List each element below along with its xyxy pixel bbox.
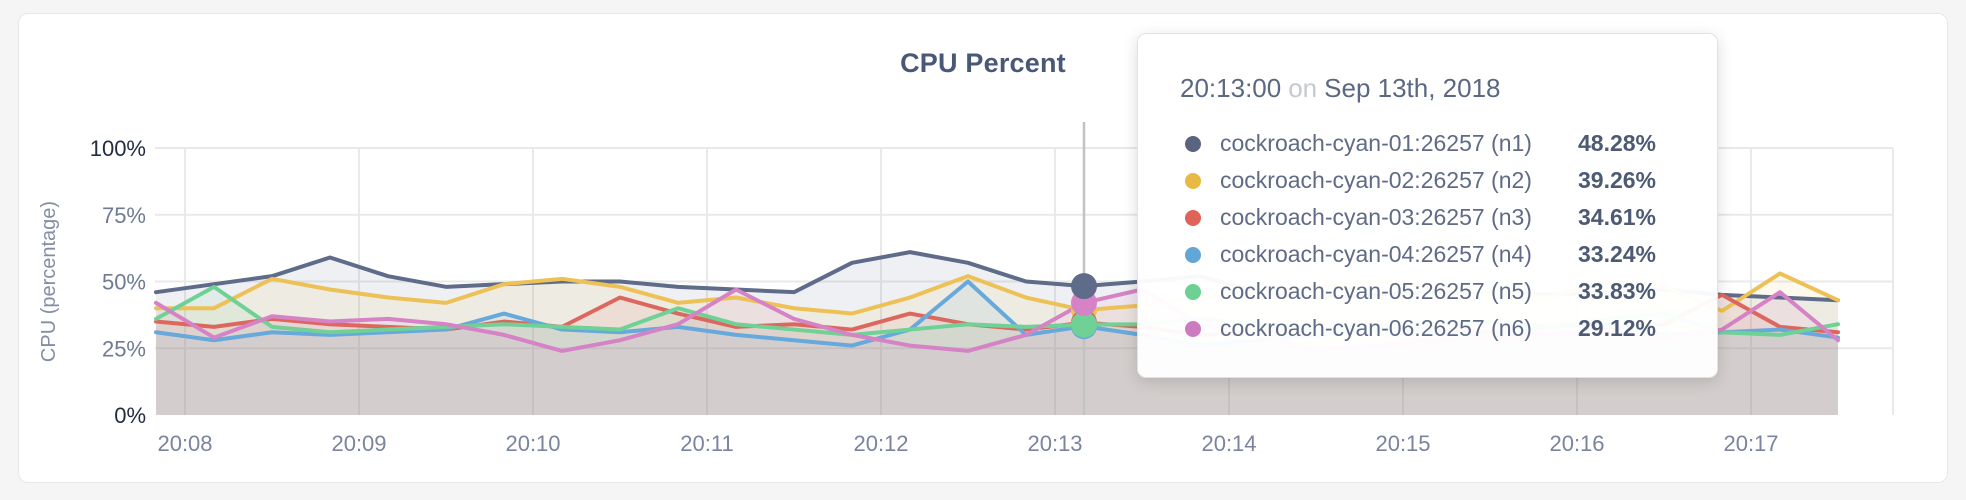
- y-axis-label: CPU (percentage): [38, 201, 60, 362]
- x-tick-label: 20:16: [1549, 431, 1604, 456]
- series-name: cockroach-cyan-02:26257 (n2): [1220, 167, 1532, 193]
- x-tick-label: 20:08: [157, 431, 212, 456]
- series-color-dot-icon: [1185, 320, 1201, 337]
- x-tick-label: 20:09: [331, 431, 386, 456]
- x-tick-label: 20:17: [1723, 431, 1778, 456]
- tooltip-row: cockroach-cyan-02:26257 (n2) 39.26%: [1180, 162, 1717, 199]
- tooltip-row: cockroach-cyan-03:26257 (n3) 34.61%: [1180, 199, 1717, 236]
- series-value: 48.28%: [1578, 130, 1657, 156]
- tooltip-row: cockroach-cyan-06:26257 (n6) 29.12%: [1180, 310, 1717, 347]
- y-tick-label: 50%: [102, 270, 146, 295]
- series-color-dot-icon: [1185, 283, 1201, 300]
- x-tick-label: 20:12: [853, 431, 908, 456]
- tooltip-row: cockroach-cyan-01:26257 (n1) 48.28%: [1180, 125, 1717, 162]
- series-fill: [156, 294, 1838, 415]
- y-tick-label: 75%: [102, 203, 146, 228]
- series-color-dot-icon: [1185, 172, 1201, 189]
- series-color-dot-icon: [1185, 246, 1201, 263]
- y-tick-label: 100%: [90, 136, 146, 161]
- x-tick-label: 20:15: [1375, 431, 1430, 456]
- tooltip-row: cockroach-cyan-05:26257 (n5) 33.83%: [1180, 273, 1717, 310]
- y-tick-label: 25%: [102, 336, 146, 361]
- series-name: cockroach-cyan-06:26257 (n6): [1220, 315, 1532, 341]
- chart-title: CPU Percent: [900, 48, 1066, 78]
- x-tick-label: 20:11: [680, 431, 733, 456]
- series-fill: [156, 281, 1838, 415]
- tooltip-header: 20:13:00 on Sep 13th, 2018: [1180, 73, 1717, 103]
- series-value: 29.12%: [1578, 315, 1657, 341]
- tooltip-time: 20:13:00: [1180, 73, 1282, 103]
- x-tick-label: 20:13: [1027, 431, 1082, 456]
- series-value: 34.61%: [1578, 204, 1657, 230]
- x-tick-label: 20:14: [1201, 431, 1256, 456]
- tooltip-on-word: on: [1288, 73, 1318, 103]
- tooltip-date: Sep 13th, 2018: [1324, 73, 1501, 103]
- series-name: cockroach-cyan-03:26257 (n3): [1220, 204, 1532, 230]
- y-tick-label: 0%: [114, 403, 146, 428]
- series-color-dot-icon: [1185, 209, 1201, 226]
- series-fill: [156, 286, 1838, 415]
- x-tick-label: 20:10: [505, 431, 560, 456]
- series-value: 33.24%: [1578, 241, 1657, 267]
- hover-dot: [1071, 311, 1097, 338]
- tooltip-rows: cockroach-cyan-01:26257 (n1) 48.28% cockro…: [1180, 125, 1717, 347]
- series-value: 39.26%: [1578, 167, 1657, 193]
- series-fill: [156, 289, 1838, 415]
- series-name: cockroach-cyan-04:26257 (n4): [1220, 241, 1532, 267]
- hover-dot: [1071, 273, 1097, 300]
- hover-tooltip: 20:13:00 on Sep 13th, 2018 cockroach-cyan-…: [1137, 33, 1718, 378]
- series-name: cockroach-cyan-05:26257 (n5): [1220, 278, 1532, 304]
- tooltip-row: cockroach-cyan-04:26257 (n4) 33.24%: [1180, 236, 1717, 273]
- series-color-dot-icon: [1185, 135, 1201, 152]
- series-value: 33.83%: [1578, 278, 1657, 304]
- series-name: cockroach-cyan-01:26257 (n1): [1220, 130, 1532, 156]
